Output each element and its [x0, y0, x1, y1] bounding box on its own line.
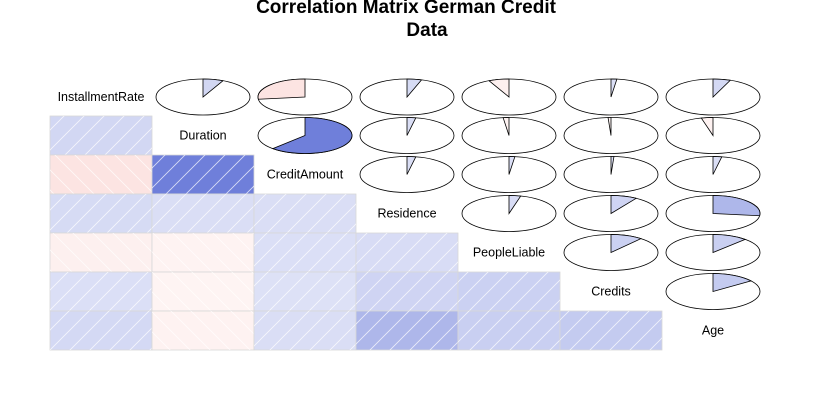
- pie-cell-peopleliable-age: [665, 234, 761, 271]
- shade-cell-credits-duration: [151, 271, 255, 312]
- shade-cell-age-installmentrate: [49, 310, 153, 351]
- shade-cell-age-peopleliable: [457, 310, 561, 351]
- pie-cell-creditamount-age: [665, 156, 761, 193]
- shade-cell-credits-residence: [355, 271, 459, 312]
- pie-cell-residence-age: [665, 195, 761, 232]
- diag-label-credits: Credits: [591, 285, 631, 299]
- diag-label-creditamount: CreditAmount: [267, 168, 344, 182]
- shade-cell-age-credits: [559, 310, 663, 351]
- shade-cell-credits-creditamount: [253, 271, 357, 312]
- pie-cell-installmentrate-residence: [359, 78, 455, 116]
- correlation-cells: InstallmentRate Duration CreditAmount Resid…: [49, 78, 761, 351]
- diag-label-duration: Duration: [179, 129, 226, 143]
- diag-label-age: Age: [702, 324, 724, 338]
- shade-cell-age-residence: [355, 310, 459, 351]
- diag-label-residence: Residence: [377, 207, 436, 221]
- diag-label-installmentrate: InstallmentRate: [58, 90, 145, 104]
- pie-cell-installmentrate-credits: [563, 78, 659, 116]
- pie-cell-installmentrate-age: [665, 78, 761, 116]
- shade-cell-peopleliable-installmentrate: [49, 232, 153, 273]
- shade-cell-peopleliable-residence: [355, 232, 459, 273]
- pie-cell-credits-age: [665, 273, 761, 310]
- shade-cell-creditamount-installmentrate: [49, 154, 153, 195]
- shade-cell-residence-duration: [151, 193, 255, 234]
- pie-cell-installmentrate-duration: [155, 78, 251, 116]
- pie-cell-duration-credits: [563, 117, 659, 154]
- shade-cell-creditamount-duration: [151, 154, 255, 195]
- pie-cell-duration-residence: [359, 117, 455, 154]
- shade-cell-credits-installmentrate: [49, 271, 153, 312]
- pie-cell-creditamount-residence: [359, 156, 455, 193]
- shade-cell-residence-creditamount: [253, 193, 357, 234]
- chart-title-line-1: Correlation Matrix German Credit: [256, 0, 557, 18]
- pie-cell-installmentrate-creditamount: [257, 78, 353, 116]
- chart-title-line-2: Data: [406, 20, 448, 41]
- shade-cell-age-creditamount: [253, 310, 357, 351]
- pie-cell-peopleliable-credits: [563, 234, 659, 271]
- shade-cell-age-duration: [151, 310, 255, 351]
- pie-cell-residence-credits: [563, 195, 659, 232]
- pie-cell-installmentrate-peopleliable: [461, 78, 557, 116]
- shade-cell-peopleliable-creditamount: [253, 232, 357, 273]
- shade-cell-residence-installmentrate: [49, 193, 153, 234]
- diag-label-peopleliable: PeopleLiable: [473, 246, 545, 260]
- pie-cell-creditamount-peopleliable: [461, 156, 557, 193]
- pie-cell-residence-peopleliable: [461, 195, 557, 232]
- pie-cell-duration-peopleliable: [461, 117, 557, 154]
- shade-cell-duration-installmentrate: [49, 115, 153, 156]
- shade-cell-peopleliable-duration: [151, 232, 255, 273]
- shade-cell-credits-peopleliable: [457, 271, 561, 312]
- pie-cell-duration-age: [665, 117, 761, 154]
- pie-cell-creditamount-credits: [563, 156, 659, 193]
- pie-cell-duration-creditamount: [257, 117, 353, 154]
